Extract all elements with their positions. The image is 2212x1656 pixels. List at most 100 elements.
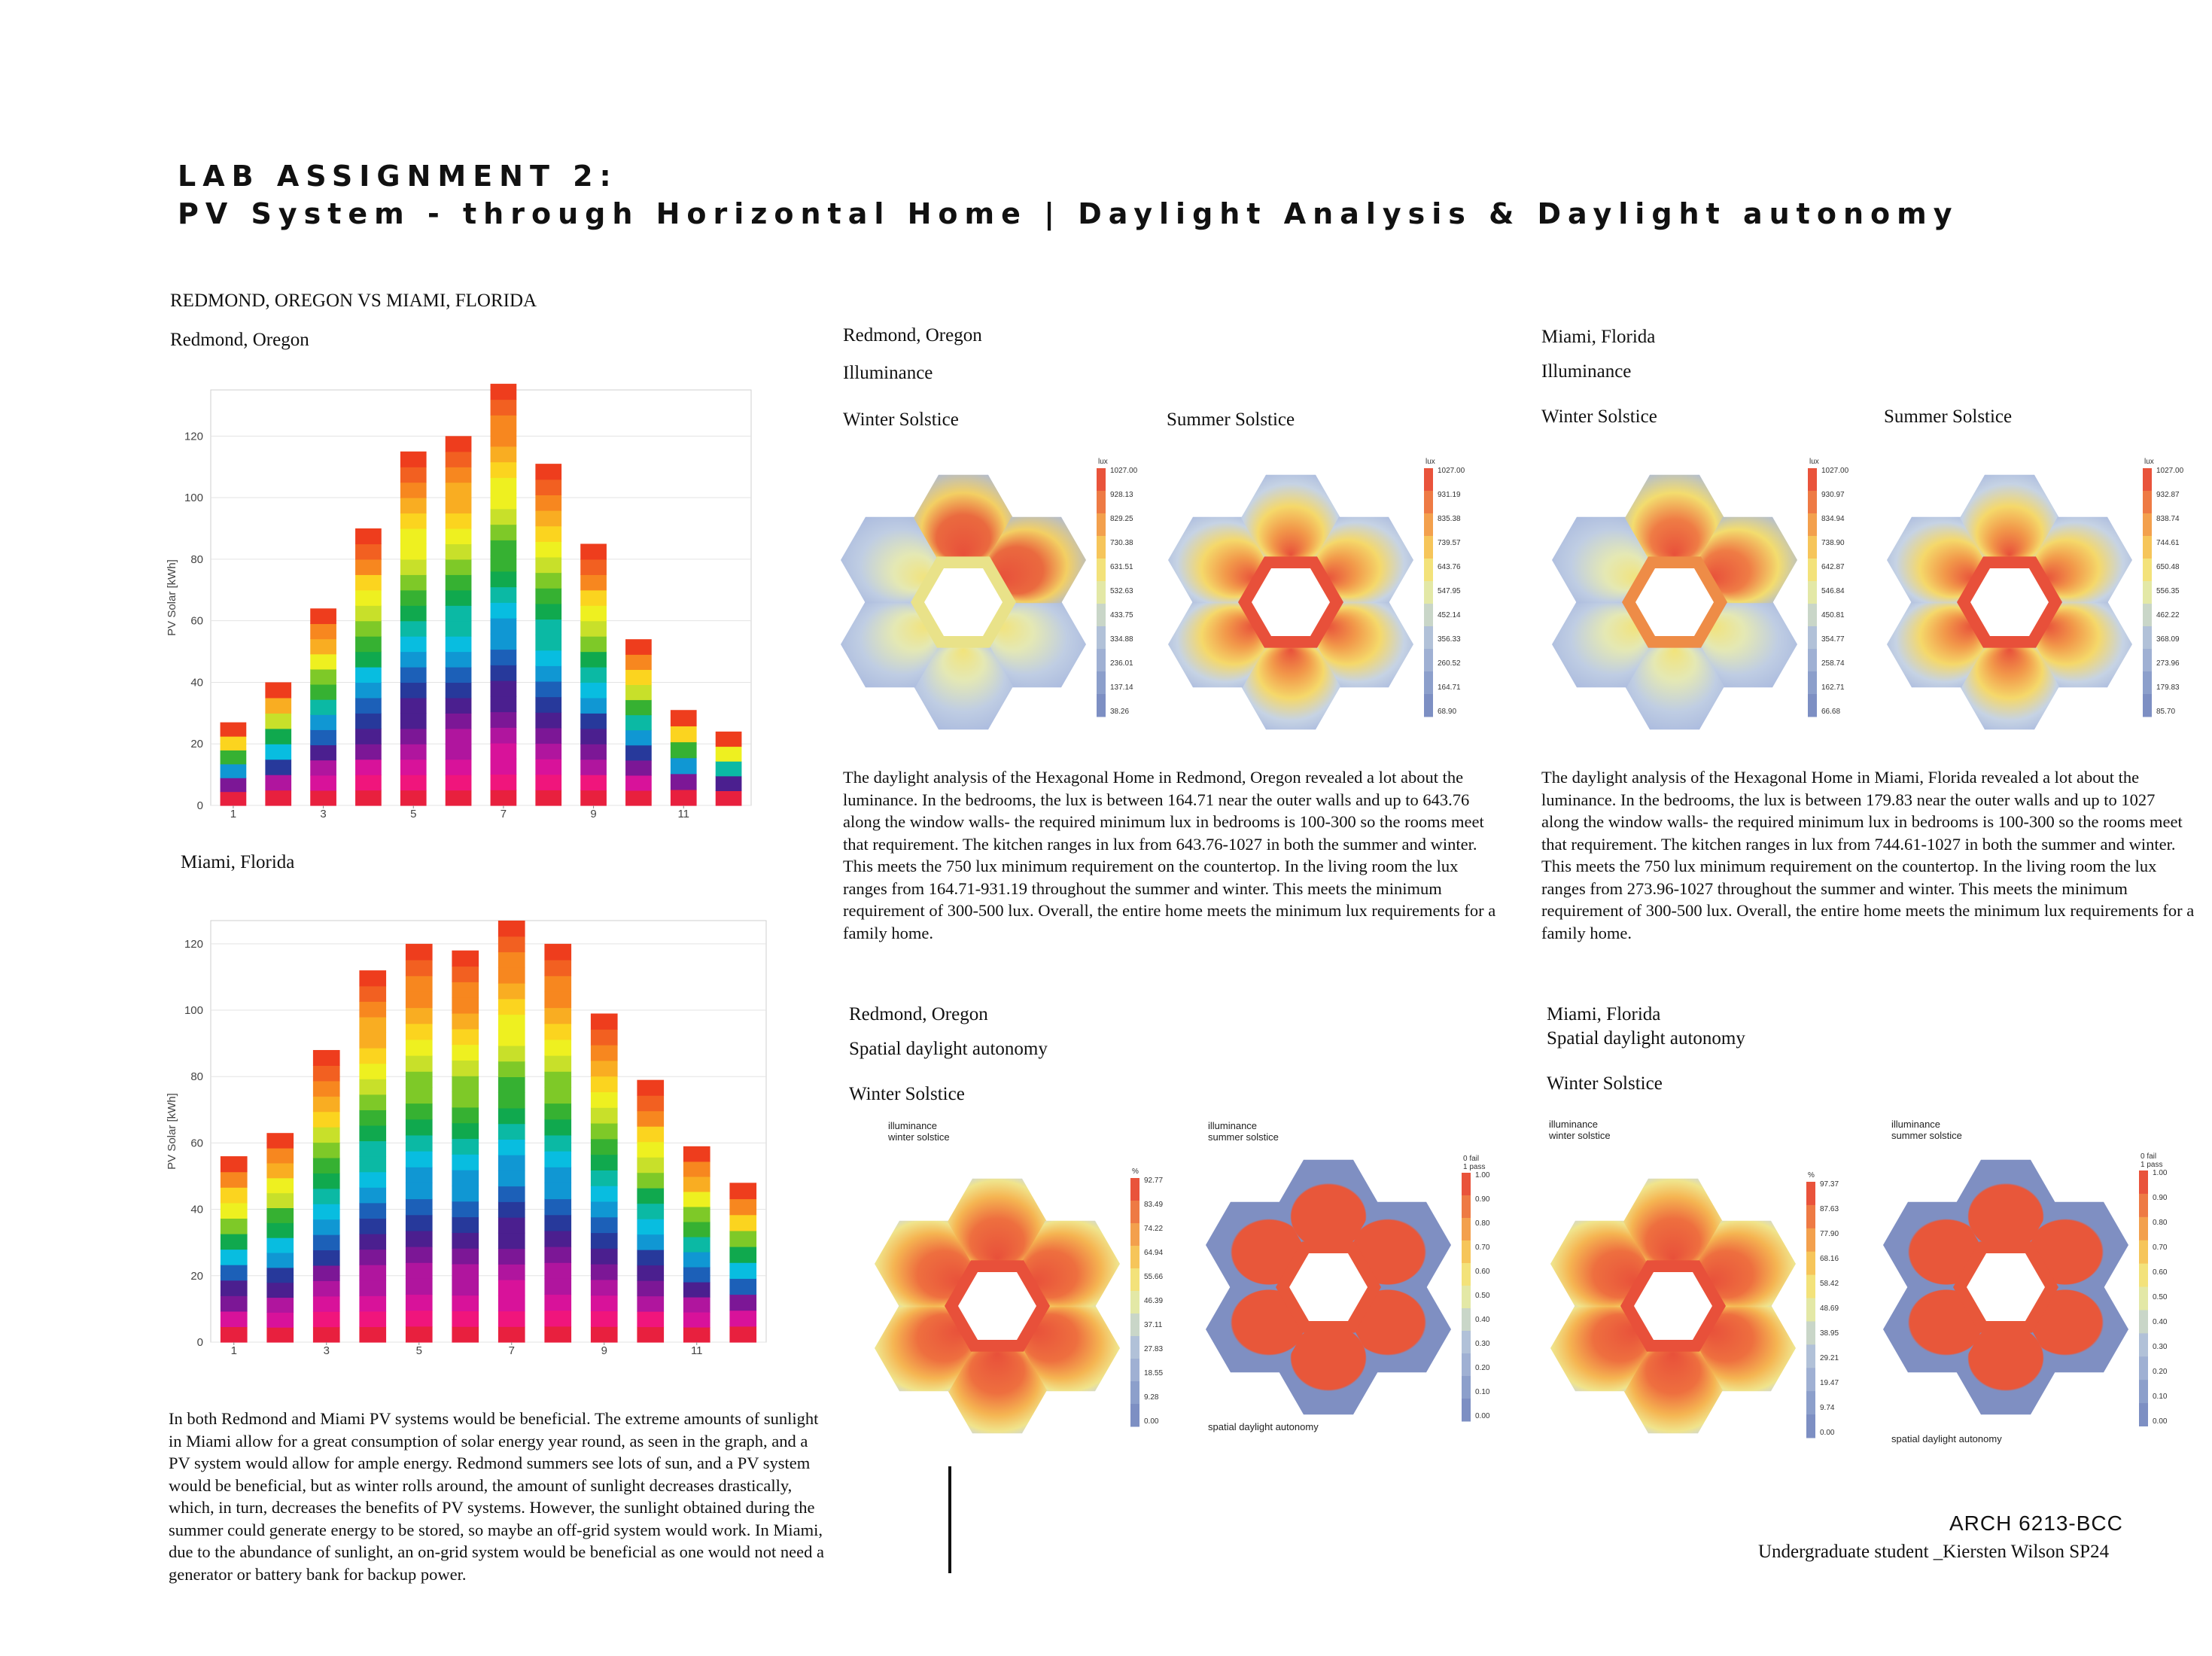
- bar-segment: [400, 543, 427, 560]
- legend-tick: 739.57: [1438, 539, 1461, 547]
- bar-segment: [683, 1221, 710, 1237]
- assignment-title: LAB ASSIGNMENT 2:: [178, 160, 618, 193]
- bar-segment: [497, 1155, 525, 1171]
- bar-segment: [405, 1214, 433, 1231]
- bar-segment: [490, 383, 517, 400]
- bar-segment: [445, 498, 472, 514]
- central-courtyard: [924, 568, 1003, 636]
- bar-segment: [715, 731, 742, 747]
- bar-segment: [490, 649, 517, 665]
- bar-month-8: [544, 943, 572, 1343]
- bar-segment: [400, 605, 427, 622]
- bar-segment: [497, 1014, 525, 1030]
- bar-segment: [580, 667, 607, 683]
- legend-tick: 532.63: [1110, 587, 1133, 595]
- bar-segment: [452, 1185, 479, 1202]
- bar-segment: [310, 714, 336, 730]
- bar-month-7: [497, 921, 525, 1343]
- legend-tick: 1027.00: [2156, 467, 2184, 475]
- redmond-illum-paragraph: The daylight analysis of the Hexagonal H…: [843, 768, 1496, 942]
- bar-segment: [220, 1326, 248, 1343]
- legend-tick: 9.74: [1820, 1404, 1835, 1412]
- legend-tick: 829.25: [1110, 515, 1133, 523]
- bar-segment: [265, 775, 292, 791]
- bar-segment: [405, 1151, 433, 1167]
- room-hexagon: [841, 601, 940, 688]
- color-scale-legend: % 97.37 87.63 77.90 68.16 58.42 48.69 38.95 29.2…: [1806, 1171, 1839, 1438]
- miami-sda-pass-plot: 0 fail 1 pass 1.00 0.90 0.80 0.70 0.60 0.50 0.40…: [1874, 1133, 2205, 1449]
- bar-segment: [405, 1294, 433, 1311]
- bar-segment: [683, 1146, 710, 1162]
- bar-segment: [452, 1295, 479, 1311]
- color-scale-legend: % 92.77 83.49 74.22 64.94 55.66 46.39 37.11 27.8…: [1130, 1167, 1163, 1427]
- miami-summer-illuminance-plot: lux 1027.00 932.87 838.74 744.61 650.48 556.35…: [1878, 452, 2209, 730]
- redmond-sda-plot2-caption: illuminance summer solstice: [1208, 1120, 1279, 1143]
- bar-segment: [544, 943, 572, 960]
- bar-segment: [683, 1206, 710, 1222]
- redmond-chart-label: Redmond, Oregon: [170, 330, 309, 350]
- bar-segment: [535, 727, 562, 744]
- bar-segment: [683, 1326, 710, 1343]
- bar-segment: [445, 574, 472, 591]
- room-hexagon: [875, 1220, 974, 1307]
- bar-segment: [590, 1029, 618, 1046]
- bar-segment: [266, 1148, 294, 1164]
- bar-segment: [400, 620, 427, 637]
- legend-tick: 0.90: [2153, 1194, 2168, 1202]
- bar-segment: [266, 1312, 294, 1328]
- bar-segment: [445, 436, 472, 452]
- legend-tick: 137.14: [1110, 683, 1133, 692]
- bar-segment: [580, 697, 607, 714]
- legend-unit: lux: [1425, 458, 1435, 466]
- bar-segment: [445, 482, 472, 498]
- bar-segment: [312, 1219, 340, 1235]
- bar-segment: [490, 680, 517, 697]
- bar-segment: [625, 684, 652, 701]
- bar-segment: [497, 1201, 525, 1218]
- bar-segment: [445, 759, 472, 775]
- room-hexagon: [2033, 516, 2132, 604]
- room-hexagon: [1696, 1220, 1796, 1307]
- legend-tick: 260.52: [1438, 659, 1461, 668]
- bar-segment: [355, 682, 382, 699]
- bar-segment: [266, 1207, 294, 1223]
- central-courtyard: [1634, 1272, 1712, 1340]
- bar-segment: [497, 951, 525, 968]
- bar-segment: [355, 559, 382, 575]
- bar-segment: [220, 1202, 248, 1219]
- bar-segment: [359, 1310, 387, 1328]
- x-tick-label: 3: [324, 1344, 330, 1357]
- bar-segment: [535, 650, 562, 666]
- bar-segment: [405, 1023, 433, 1040]
- summary-paragraph: In both Redmond and Miami PV systems wou…: [169, 1409, 825, 1584]
- bar-segment: [266, 1162, 294, 1179]
- bar-segment: [544, 1278, 572, 1295]
- legend-unit: %: [1132, 1167, 1139, 1176]
- room-hexagon: [1241, 474, 1340, 562]
- bar-segment: [452, 1263, 479, 1280]
- bar-segment: [312, 1250, 340, 1266]
- bar-segment: [405, 1103, 433, 1120]
- bar-segment: [359, 1048, 387, 1064]
- hexagonal-home-floorplan: [875, 1178, 1120, 1434]
- room-hexagon: [1552, 601, 1651, 688]
- y-tick-label: 40: [190, 676, 203, 689]
- x-tick-label: 5: [410, 808, 416, 820]
- bar-segment: [497, 1280, 525, 1296]
- legend-unit: %: [1808, 1171, 1815, 1180]
- room-hexagon: [987, 601, 1086, 688]
- bar-segment: [683, 1311, 710, 1328]
- legend-tick: 77.90: [1820, 1230, 1839, 1238]
- bar-segment: [590, 1232, 618, 1249]
- bar-segment: [312, 1311, 340, 1328]
- bar-segment: [544, 1183, 572, 1200]
- legend-tick: 0.60: [1475, 1268, 1490, 1276]
- bar-segment: [590, 1013, 618, 1030]
- redmond-sda-plot1-caption: illuminance winter solstice: [888, 1120, 950, 1143]
- bar-segment: [590, 1107, 618, 1124]
- room-hexagon: [948, 1347, 1047, 1434]
- bar-segment: [400, 697, 427, 714]
- legend-tick: 643.76: [1438, 563, 1461, 571]
- y-tick-label: 100: [184, 1004, 203, 1017]
- room-hexagon: [1021, 1304, 1120, 1392]
